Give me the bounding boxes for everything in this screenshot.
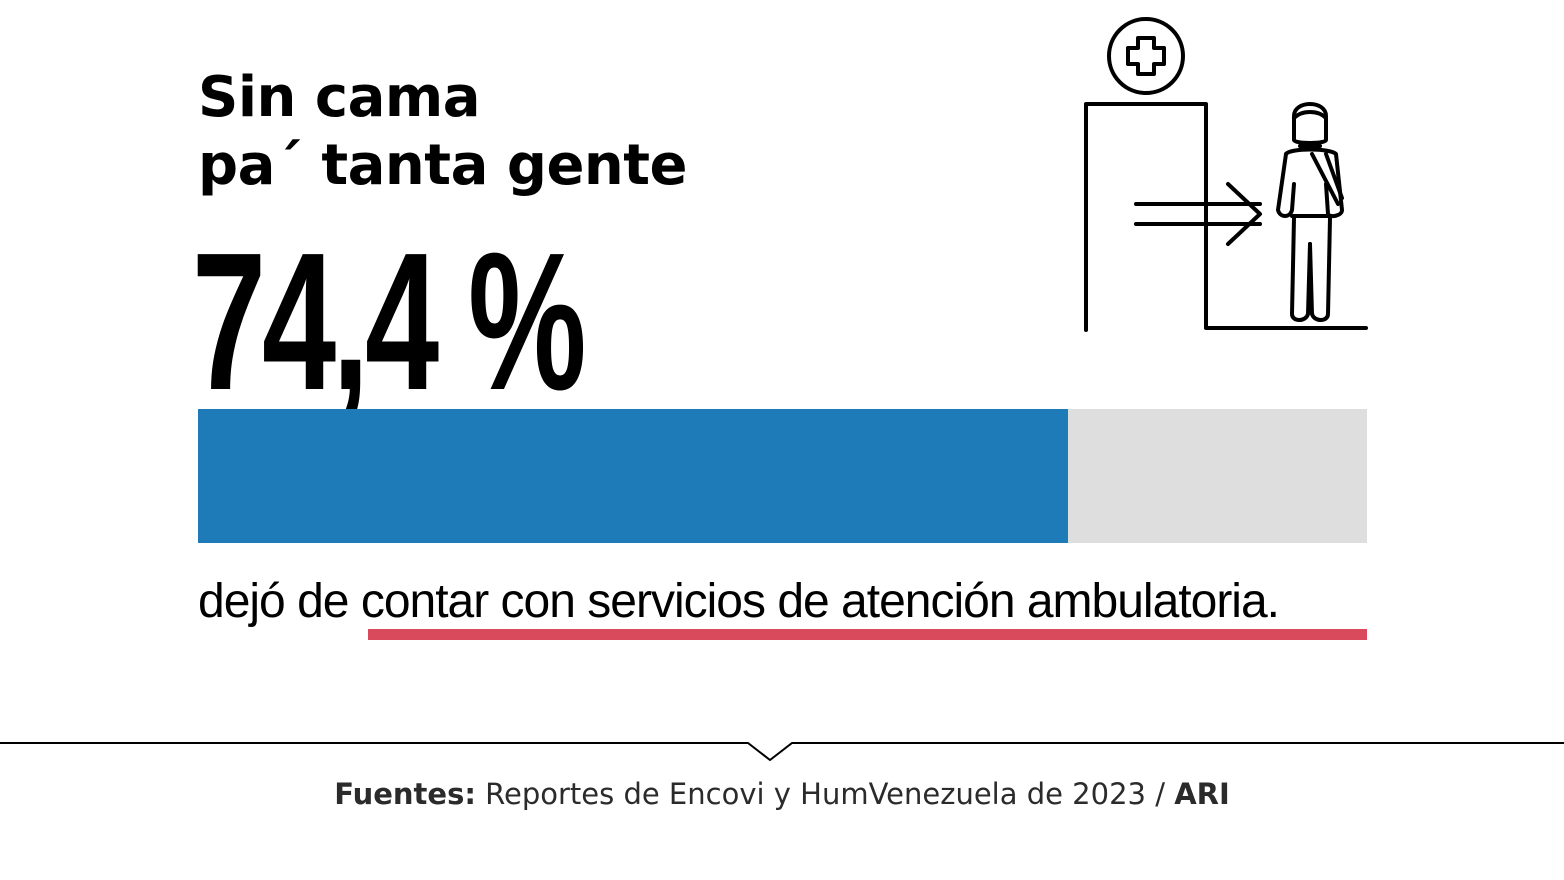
progress-bar-fill [198, 409, 1068, 543]
divider-with-notch [0, 742, 1564, 762]
source-text: Reportes de Encovi y HumVenezuela de 202… [475, 777, 1175, 811]
caption-lead: dejó de [198, 575, 361, 628]
big-percentage: 74,4 % [192, 212, 587, 431]
medical-cross-icon [1107, 17, 1185, 95]
page-title: Sin cama pa´ tanta gente [198, 64, 688, 200]
title-line-1: Sin cama [198, 65, 481, 130]
title-line-2: pa´ tanta gente [198, 133, 688, 198]
progress-bar-track [198, 409, 1367, 543]
caption-highlight: contar con servicios de atención ambulat… [360, 575, 1280, 628]
source-label: Fuentes: [334, 777, 476, 811]
source-credit: Fuentes: Reportes de Encovi y HumVenezue… [0, 774, 1564, 814]
caption: dejó de contar con servicios de atención… [198, 572, 1280, 632]
hospital-exit-patient-icon [1084, 17, 1368, 332]
source-org: ARI [1174, 777, 1230, 811]
caption-underline [368, 629, 1367, 640]
patient-figure [1276, 102, 1344, 322]
